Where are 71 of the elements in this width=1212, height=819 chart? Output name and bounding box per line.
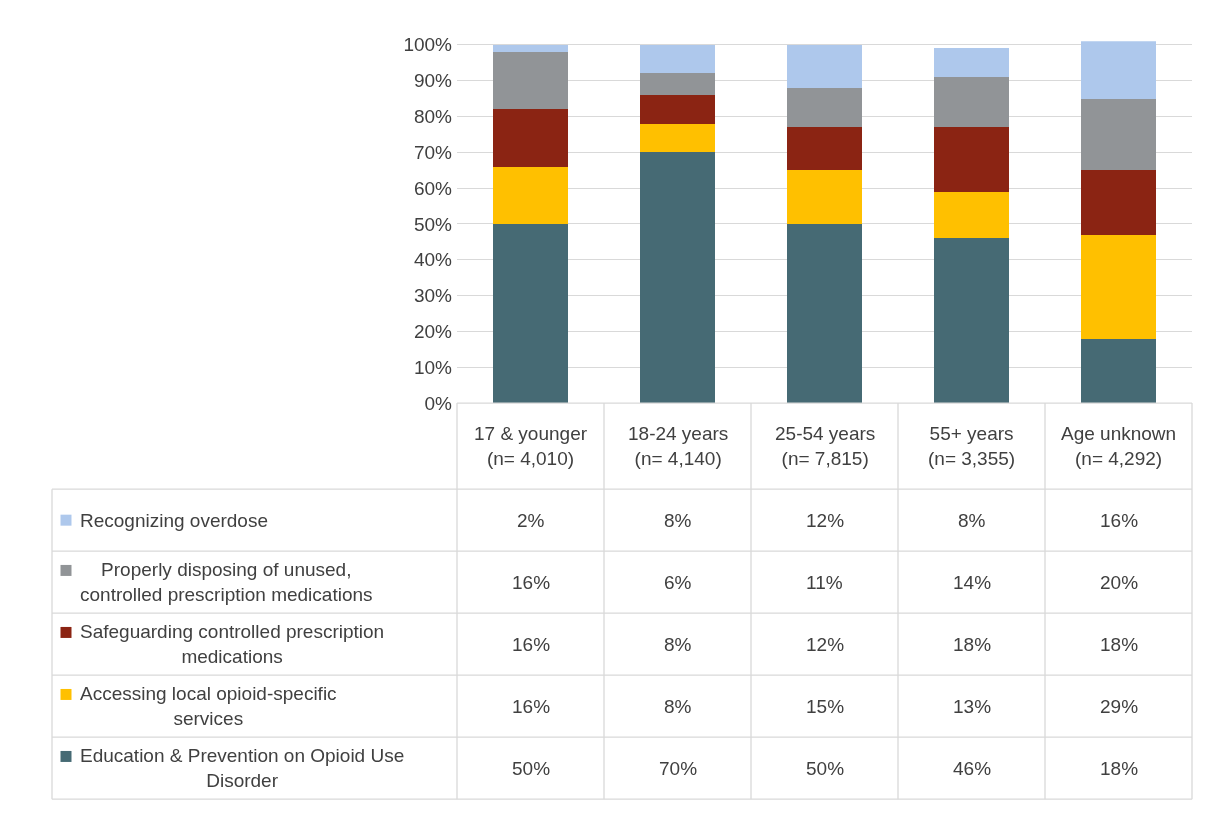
y-tick-label: 40%	[413, 249, 453, 271]
data-label: 46%	[953, 758, 992, 779]
bar	[787, 127, 862, 171]
data-label: 20%	[1100, 572, 1139, 593]
data-label: 8%	[664, 634, 692, 655]
x-tick-label: 55+ years (n= 3,355)	[928, 423, 1016, 469]
bar	[1081, 98, 1156, 171]
data-label: 14%	[953, 572, 992, 593]
data-label: 18%	[1100, 634, 1139, 655]
data-label: 50%	[512, 758, 551, 779]
bar	[493, 44, 568, 52]
data-label: 11%	[806, 572, 843, 593]
bar	[787, 87, 862, 128]
data-label: 8%	[664, 510, 692, 531]
bar	[493, 223, 568, 404]
bar	[787, 223, 862, 404]
bar	[640, 73, 715, 95]
legend-label: Properly disposing of unused, controlled prescription medications	[80, 559, 373, 605]
data-label: 16%	[512, 572, 551, 593]
bar	[640, 123, 715, 153]
data-label: 16%	[1100, 510, 1139, 531]
data-label: 15%	[806, 696, 845, 717]
y-tick-label: 90%	[413, 70, 453, 92]
legend-label: Recognizing overdose	[80, 510, 269, 531]
y-tick-label: 0%	[424, 392, 453, 414]
bar	[1081, 170, 1156, 235]
data-label: 12%	[806, 510, 845, 531]
bar	[787, 170, 862, 224]
bar	[1081, 234, 1156, 339]
y-tick-label: 30%	[413, 285, 453, 307]
bar	[934, 77, 1009, 128]
bar	[640, 94, 715, 124]
y-tick-label: 10%	[413, 356, 453, 378]
data-label: 18%	[1100, 758, 1139, 779]
data-label: 50%	[806, 758, 845, 779]
bar	[787, 44, 862, 88]
y-tick-label: 70%	[413, 141, 453, 163]
x-tick-label: 17 & younger (n= 4,010)	[474, 423, 588, 469]
bar	[934, 48, 1009, 78]
y-tick-label: 80%	[413, 106, 453, 128]
data-label: 6%	[664, 572, 692, 593]
data-label: 29%	[1100, 696, 1139, 717]
bar	[493, 166, 568, 224]
data-label: 2%	[517, 510, 545, 531]
y-tick-label: 20%	[413, 321, 453, 343]
data-label: 16%	[512, 696, 551, 717]
y-tick-label: 60%	[413, 177, 453, 199]
data-label: 13%	[953, 696, 992, 717]
data-label: 70%	[659, 758, 698, 779]
bar	[934, 191, 1009, 239]
y-tick-label: 100%	[403, 34, 453, 56]
x-tick-label: 25-54 years (n= 7,815)	[775, 423, 876, 469]
bar	[493, 109, 568, 167]
data-label: 18%	[953, 634, 992, 655]
legend-label: Safeguarding controlled prescription medications	[80, 621, 385, 667]
data-label: 8%	[958, 510, 986, 531]
bar	[934, 238, 1009, 404]
legend-label: Accessing local opioid-specific services	[80, 683, 337, 729]
bar	[1081, 338, 1156, 404]
data-label: 16%	[512, 634, 551, 655]
y-tick-label: 50%	[413, 213, 453, 235]
x-tick-label: Age unknown (n= 4,292)	[1061, 423, 1177, 469]
data-label: 8%	[664, 696, 692, 717]
bar	[640, 44, 715, 74]
bar	[493, 51, 568, 110]
bar	[640, 152, 715, 404]
bar	[1081, 41, 1156, 99]
x-tick-label: 18-24 years (n= 4,140)	[628, 423, 729, 469]
bar	[934, 127, 1009, 192]
data-label: 12%	[806, 634, 845, 655]
legend-label: Education & Prevention on Opioid Use Disorder	[80, 745, 405, 791]
